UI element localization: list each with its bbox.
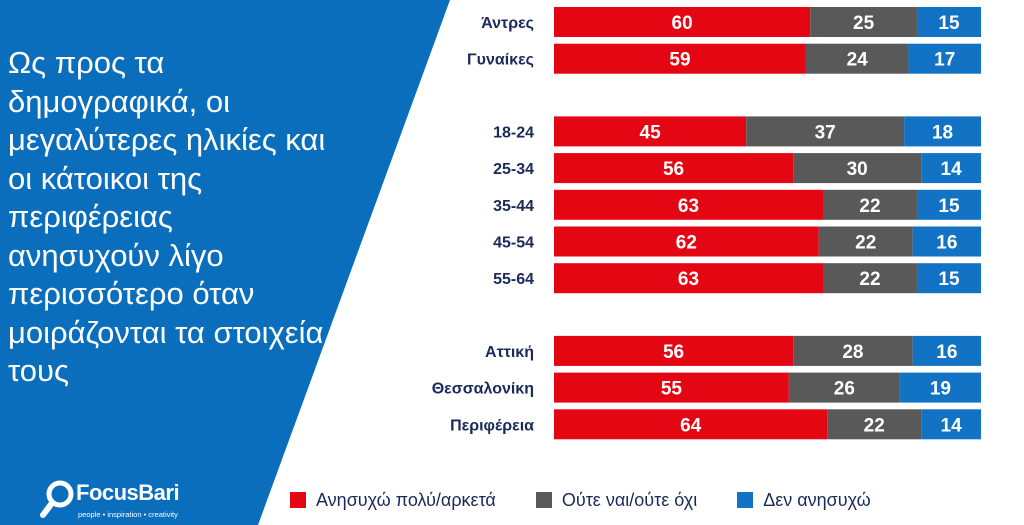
bar-row: 18-24 45 37 18 <box>493 116 981 147</box>
legend-swatch-neutral <box>535 492 552 508</box>
bar-value-label: 62 <box>676 233 697 254</box>
bar-value-label: 14 <box>941 159 963 180</box>
bar-segment <box>788 372 900 403</box>
magnifier-logo-icon <box>40 480 74 518</box>
bar-row: 55-64 63 22 15 <box>493 263 981 294</box>
bar-segment <box>554 263 824 294</box>
bar-segment <box>554 335 794 366</box>
category-label: 35-44 <box>493 198 534 215</box>
bar-segment <box>746 116 905 147</box>
bar-segment <box>916 189 981 220</box>
bar-value-label: 17 <box>934 50 955 71</box>
headline-text: Ως προς τα δημογραφικά, οι μεγαλύτερες η… <box>8 45 326 388</box>
bar-segment <box>921 153 981 184</box>
bar-segment <box>916 263 981 294</box>
bar-segment <box>818 226 913 257</box>
bar-value-label: 64 <box>680 415 702 436</box>
category-label: Άντρες <box>481 15 534 32</box>
bar-row: Θεσσαλονίκη 55 26 19 <box>432 372 981 403</box>
legend-swatch-not-worried <box>737 492 754 508</box>
bar-segment <box>912 226 981 257</box>
bar-segment <box>554 43 806 74</box>
bar-value-label: 25 <box>853 13 875 34</box>
bar-segment <box>554 226 819 257</box>
bar-segment <box>904 116 981 147</box>
bar-segment <box>827 409 922 440</box>
category-label: 25-34 <box>493 161 534 178</box>
bar-value-label: 15 <box>938 196 960 217</box>
bar-row: Αττική 56 28 16 <box>485 335 981 366</box>
bar-value-label: 30 <box>847 159 868 180</box>
bar-row: Άντρες 60 25 15 <box>481 7 981 37</box>
legend-label-neutral: Ούτε ναι/ούτε όχι <box>561 489 698 510</box>
bar-value-label: 45 <box>640 122 662 143</box>
bar-row: Γυναίκες 59 24 17 <box>467 43 981 74</box>
bar-segment <box>899 372 981 403</box>
bar-value-label: 22 <box>864 415 885 436</box>
chart-legend: Ανησυχώ πολύ/αρκετά Ούτε ναι/ούτε όχι Δε… <box>290 488 871 512</box>
bar-value-label: 22 <box>859 196 880 217</box>
bar-value-label: 22 <box>859 269 880 290</box>
stacked-bar-chart: Άντρες 60 25 15 Γυναίκες 59 24 17 18-24 45 37 18 25-… <box>432 7 981 440</box>
bar-segment <box>554 116 747 147</box>
category-label: Γυναίκες <box>467 52 534 69</box>
bar-segment <box>554 372 789 403</box>
bar-value-label: 56 <box>663 159 684 180</box>
bar-segment <box>810 7 917 37</box>
bar-segment <box>554 189 824 220</box>
bar-value-label: 28 <box>842 342 863 363</box>
legend-item-not-worried: Δεν ανησυχώ <box>737 489 871 511</box>
bar-value-label: 63 <box>678 196 699 217</box>
bar-row: 35-44 63 22 15 <box>493 189 981 220</box>
bar-value-label: 18 <box>932 122 953 143</box>
bar-segment <box>921 409 981 440</box>
bar-value-label: 26 <box>834 379 855 400</box>
bar-segment <box>916 7 981 37</box>
bar-segment <box>793 335 913 366</box>
category-label: Αττική <box>485 344 534 361</box>
bar-segment <box>554 153 794 184</box>
bar-segment <box>912 335 981 366</box>
category-label: Θεσσαλονίκη <box>432 381 534 398</box>
bar-segment <box>793 153 922 184</box>
bar-row: 25-34 56 30 14 <box>493 153 981 184</box>
bar-value-label: 59 <box>669 50 690 71</box>
category-label: 18-24 <box>493 124 534 141</box>
bar-row: 45-54 62 22 16 <box>493 226 981 257</box>
bar-value-label: 19 <box>930 379 951 400</box>
bar-value-label: 14 <box>941 415 963 436</box>
bar-segment <box>908 43 981 74</box>
logo-tagline: people • inspiration • creativity <box>78 510 178 519</box>
bar-value-label: 16 <box>936 233 957 254</box>
bar-segment <box>823 263 917 294</box>
bar-segment <box>554 7 811 37</box>
bar-value-label: 22 <box>855 233 876 254</box>
bar-row: Περιφέρεια 64 22 14 <box>450 409 981 440</box>
logo-brand: FocusBari <box>76 480 180 505</box>
bar-value-label: 16 <box>936 342 957 363</box>
bar-value-label: 55 <box>661 379 683 400</box>
bar-segment <box>805 43 909 74</box>
bar-value-label: 60 <box>672 13 693 34</box>
legend-item-worried: Ανησυχώ πολύ/αρκετά <box>290 490 496 511</box>
bar-value-label: 15 <box>938 13 960 34</box>
bar-value-label: 37 <box>815 122 836 143</box>
panel-shape <box>0 0 450 525</box>
category-label: Περιφέρεια <box>450 417 534 434</box>
bar-segment <box>554 409 828 440</box>
legend-item-neutral: Ούτε ναι/ούτε όχι <box>535 489 698 511</box>
bar-value-label: 24 <box>847 50 869 71</box>
bar-value-label: 15 <box>938 269 960 290</box>
bar-value-label: 56 <box>663 342 684 363</box>
legend-label-not-worried: Δεν ανησυχώ <box>763 489 871 510</box>
category-label: 55-64 <box>493 271 534 288</box>
category-label: 45-54 <box>493 235 534 252</box>
bar-value-label: 63 <box>678 269 699 290</box>
legend-label-worried: Ανησυχώ πολύ/αρκετά <box>316 489 496 510</box>
legend-swatch-worried <box>290 492 306 508</box>
bar-segment <box>823 189 917 220</box>
